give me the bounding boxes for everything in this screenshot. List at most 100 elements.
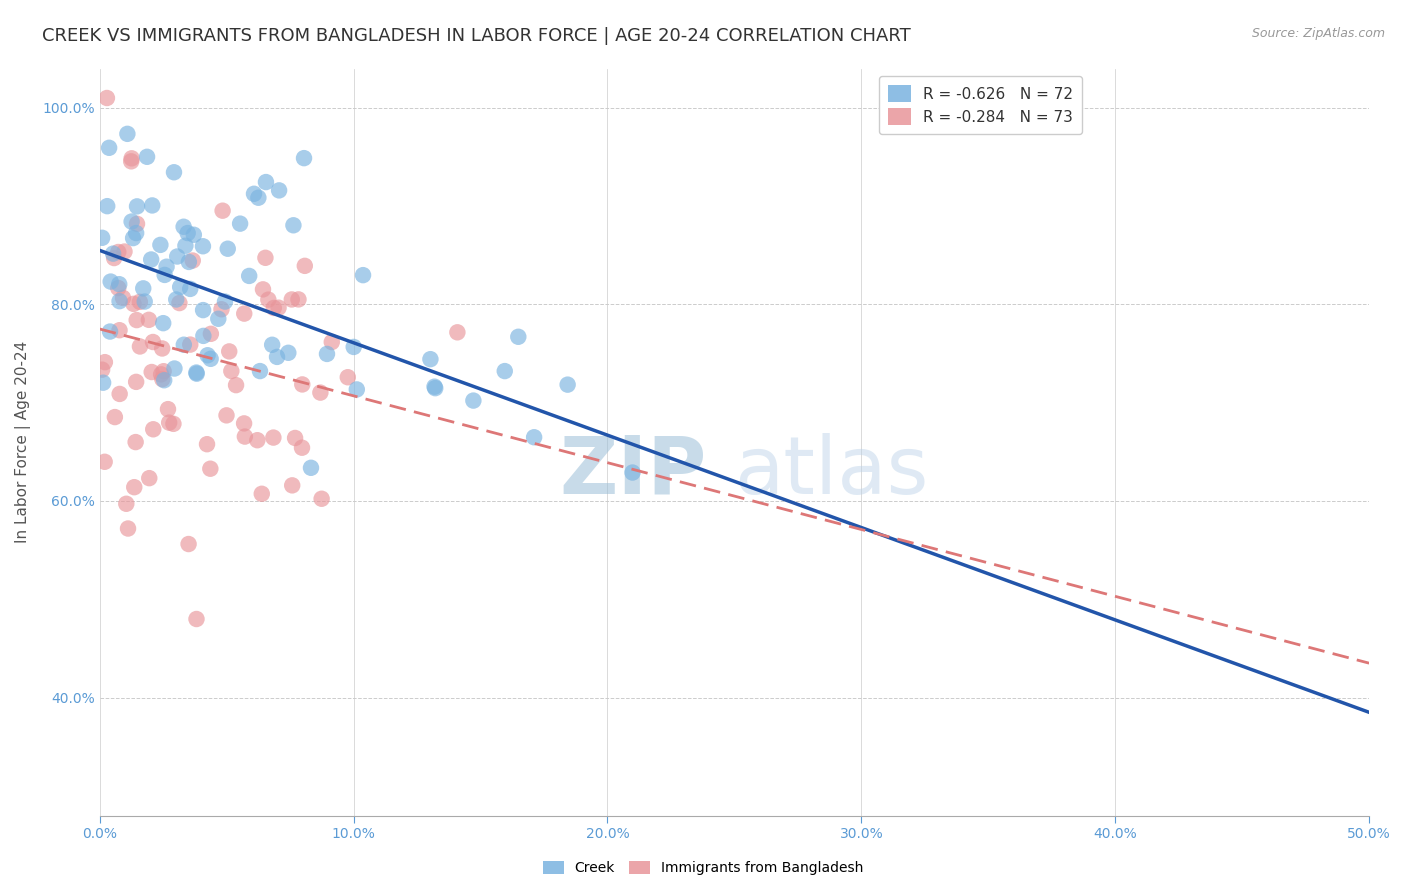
Point bbox=[157, 416, 180, 430]
Legend: Creek, Immigrants from Bangladesh: Creek, Immigrants from Bangladesh bbox=[537, 855, 869, 880]
Point bbox=[174, 238, 197, 252]
Point bbox=[191, 239, 214, 253]
Point bbox=[165, 293, 187, 307]
Point bbox=[98, 141, 121, 155]
Point bbox=[98, 325, 121, 339]
Point bbox=[114, 244, 136, 259]
Point bbox=[336, 370, 359, 384]
Point bbox=[346, 383, 368, 397]
Point bbox=[262, 431, 284, 445]
Point bbox=[254, 251, 277, 265]
Point bbox=[107, 245, 129, 260]
Point bbox=[117, 127, 139, 141]
Point bbox=[152, 316, 174, 330]
Point bbox=[104, 410, 127, 425]
Point bbox=[446, 326, 468, 340]
Point bbox=[246, 434, 269, 448]
Point bbox=[117, 522, 139, 536]
Point bbox=[211, 203, 233, 218]
Point bbox=[523, 430, 546, 444]
Point bbox=[125, 375, 148, 389]
Point bbox=[292, 151, 315, 165]
Point bbox=[267, 301, 290, 315]
Point bbox=[262, 338, 284, 352]
Point bbox=[243, 186, 266, 201]
Point bbox=[494, 364, 516, 378]
Point bbox=[186, 612, 208, 626]
Point bbox=[150, 342, 173, 356]
Point bbox=[124, 435, 146, 450]
Point bbox=[169, 280, 191, 294]
Point bbox=[247, 191, 270, 205]
Point bbox=[277, 346, 299, 360]
Point bbox=[214, 294, 236, 309]
Point bbox=[125, 226, 148, 240]
Point bbox=[122, 480, 145, 494]
Point bbox=[108, 387, 131, 401]
Point bbox=[125, 217, 148, 231]
Point bbox=[100, 275, 122, 289]
Point bbox=[149, 238, 172, 252]
Point bbox=[153, 373, 176, 387]
Text: atlas: atlas bbox=[734, 433, 929, 511]
Point bbox=[150, 372, 173, 386]
Point bbox=[162, 417, 184, 431]
Point bbox=[197, 348, 219, 362]
Point bbox=[156, 402, 179, 417]
Point bbox=[108, 277, 131, 292]
Point bbox=[166, 250, 188, 264]
Point bbox=[215, 409, 238, 423]
Point bbox=[91, 362, 114, 376]
Point bbox=[207, 311, 229, 326]
Point bbox=[309, 385, 332, 400]
Point bbox=[200, 326, 222, 341]
Point bbox=[233, 429, 256, 443]
Point bbox=[294, 259, 316, 273]
Point bbox=[221, 364, 243, 378]
Point bbox=[134, 294, 156, 309]
Point bbox=[96, 199, 118, 213]
Point bbox=[183, 227, 205, 242]
Point bbox=[281, 478, 304, 492]
Point bbox=[179, 337, 201, 351]
Point bbox=[150, 368, 173, 382]
Point bbox=[108, 294, 131, 309]
Point bbox=[191, 303, 214, 318]
Point bbox=[250, 487, 273, 501]
Point bbox=[238, 268, 260, 283]
Point bbox=[122, 297, 145, 311]
Point bbox=[211, 302, 233, 317]
Point bbox=[266, 350, 288, 364]
Point bbox=[419, 352, 441, 367]
Text: ZIP: ZIP bbox=[560, 433, 706, 511]
Point bbox=[229, 217, 252, 231]
Point bbox=[142, 334, 165, 349]
Point bbox=[107, 281, 129, 295]
Point bbox=[94, 355, 117, 369]
Point bbox=[173, 337, 195, 351]
Point bbox=[169, 296, 191, 310]
Point bbox=[200, 351, 222, 366]
Y-axis label: In Labor Force | Age 20-24: In Labor Force | Age 20-24 bbox=[15, 341, 31, 543]
Point bbox=[121, 151, 143, 165]
Point bbox=[257, 293, 280, 307]
Point bbox=[177, 537, 200, 551]
Point bbox=[291, 377, 314, 392]
Point bbox=[91, 376, 114, 390]
Point bbox=[138, 471, 160, 485]
Point bbox=[233, 307, 256, 321]
Point bbox=[96, 91, 118, 105]
Point bbox=[186, 366, 208, 380]
Point bbox=[141, 198, 163, 212]
Point bbox=[263, 301, 285, 315]
Point bbox=[125, 199, 148, 213]
Point bbox=[316, 347, 339, 361]
Point bbox=[177, 255, 200, 269]
Point bbox=[311, 491, 333, 506]
Point bbox=[195, 437, 218, 451]
Point bbox=[163, 165, 186, 179]
Point bbox=[186, 367, 208, 381]
Point bbox=[283, 219, 305, 233]
Point bbox=[153, 268, 176, 282]
Point bbox=[557, 377, 579, 392]
